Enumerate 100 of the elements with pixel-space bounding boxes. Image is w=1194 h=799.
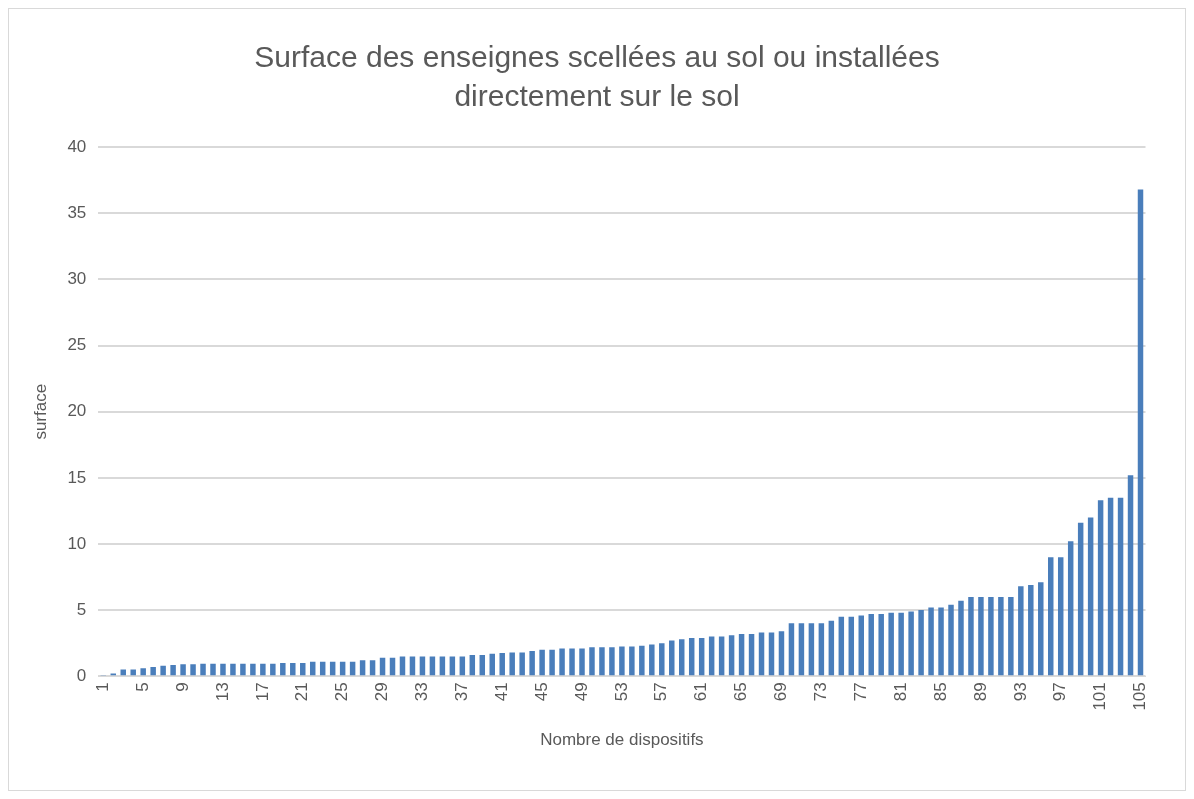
- bar: [150, 666, 156, 676]
- bar: [589, 647, 595, 676]
- bar: [1067, 541, 1074, 676]
- chart-title: Surface des enseignes scellées au sol ou installées directement sur le sol: [253, 39, 941, 114]
- bar: [210, 663, 216, 676]
- bar: [529, 651, 535, 676]
- bar: [1077, 522, 1084, 676]
- x-tick-label: 45: [531, 682, 551, 702]
- y-tick-label: 15: [67, 467, 87, 487]
- x-tick-label: 57: [651, 682, 671, 702]
- bar: [559, 648, 565, 676]
- bar: [1117, 497, 1124, 676]
- bar: [469, 655, 476, 676]
- bar: [708, 636, 715, 676]
- bar: [419, 656, 426, 676]
- bar: [808, 623, 815, 676]
- x-tick-label: 17: [252, 682, 272, 702]
- y-tick-label: 25: [67, 335, 87, 355]
- bar: [958, 600, 964, 676]
- bar: [679, 639, 685, 676]
- bar: [1137, 189, 1144, 676]
- bar: [130, 669, 136, 676]
- bar: [1048, 557, 1054, 676]
- bar: [1028, 584, 1034, 676]
- x-tick-label: 97: [1050, 682, 1070, 702]
- x-tick-label: 1: [92, 682, 112, 692]
- x-tick-label: 93: [1010, 682, 1030, 702]
- bar: [918, 610, 924, 676]
- bar: [369, 660, 376, 676]
- x-tick-label: 65: [731, 682, 751, 702]
- bar: [838, 616, 845, 676]
- bar: [609, 647, 615, 676]
- bar: [290, 663, 296, 676]
- bar: [818, 623, 825, 676]
- x-tick-label: 69: [771, 682, 791, 702]
- y-tick-label: 0: [76, 665, 87, 685]
- bar: [659, 643, 665, 676]
- x-tick-label: 105: [1130, 682, 1150, 711]
- x-tick-label: 53: [611, 682, 631, 702]
- bar: [619, 646, 625, 676]
- y-tick-label: 20: [67, 401, 87, 421]
- bar: [240, 663, 246, 676]
- bar: [649, 644, 655, 676]
- x-tick-label: 13: [212, 682, 232, 702]
- bar: [549, 649, 555, 676]
- bar: [200, 663, 206, 676]
- bar: [988, 596, 994, 676]
- bar: [220, 663, 226, 676]
- x-tick-label: 89: [970, 682, 990, 702]
- bar: [629, 646, 635, 676]
- y-tick-label: 40: [67, 136, 87, 156]
- bar: [948, 604, 954, 676]
- bar: [250, 663, 256, 676]
- bar: [270, 663, 276, 676]
- bar: [928, 607, 934, 676]
- bar: [718, 636, 725, 676]
- bar: [1038, 582, 1044, 676]
- x-tick-label: 21: [292, 682, 312, 702]
- x-tick-label: 49: [571, 682, 591, 702]
- x-tick-label: 81: [890, 682, 910, 702]
- y-tick-label: 30: [67, 269, 87, 289]
- bar: [1008, 596, 1014, 676]
- bar: [698, 637, 705, 676]
- bar: [429, 656, 436, 676]
- bar: [858, 615, 864, 676]
- bar: [599, 647, 605, 676]
- bar: [888, 612, 894, 676]
- bar: [908, 611, 914, 676]
- bar: [898, 612, 904, 676]
- bar: [868, 614, 874, 676]
- bar: [768, 632, 775, 676]
- bar: [230, 663, 236, 676]
- bar: [170, 664, 176, 676]
- x-tick-label: 41: [491, 682, 511, 702]
- bar: [798, 623, 805, 676]
- bar: [120, 669, 126, 676]
- bar: [1018, 586, 1024, 676]
- bar: [509, 652, 515, 676]
- bar: [409, 656, 416, 676]
- bar: [738, 633, 745, 676]
- bar: [479, 655, 486, 676]
- bar: [978, 596, 984, 676]
- bar: [778, 631, 785, 676]
- bar: [748, 633, 755, 676]
- bar: [579, 648, 585, 676]
- x-tick-label: 73: [811, 682, 831, 702]
- y-tick-label: 35: [67, 203, 87, 223]
- bar: [728, 635, 735, 676]
- bar: [1107, 497, 1114, 676]
- bar: [998, 596, 1004, 676]
- x-tick-label: 5: [132, 682, 152, 692]
- bar: [1087, 517, 1094, 676]
- bar: [758, 632, 765, 676]
- bar: [439, 656, 446, 676]
- x-tick-label: 29: [372, 682, 392, 702]
- bar: [968, 596, 974, 676]
- bar: [938, 607, 944, 676]
- bar: [280, 663, 286, 676]
- bar: [878, 614, 884, 676]
- y-tick-label: 10: [67, 533, 87, 553]
